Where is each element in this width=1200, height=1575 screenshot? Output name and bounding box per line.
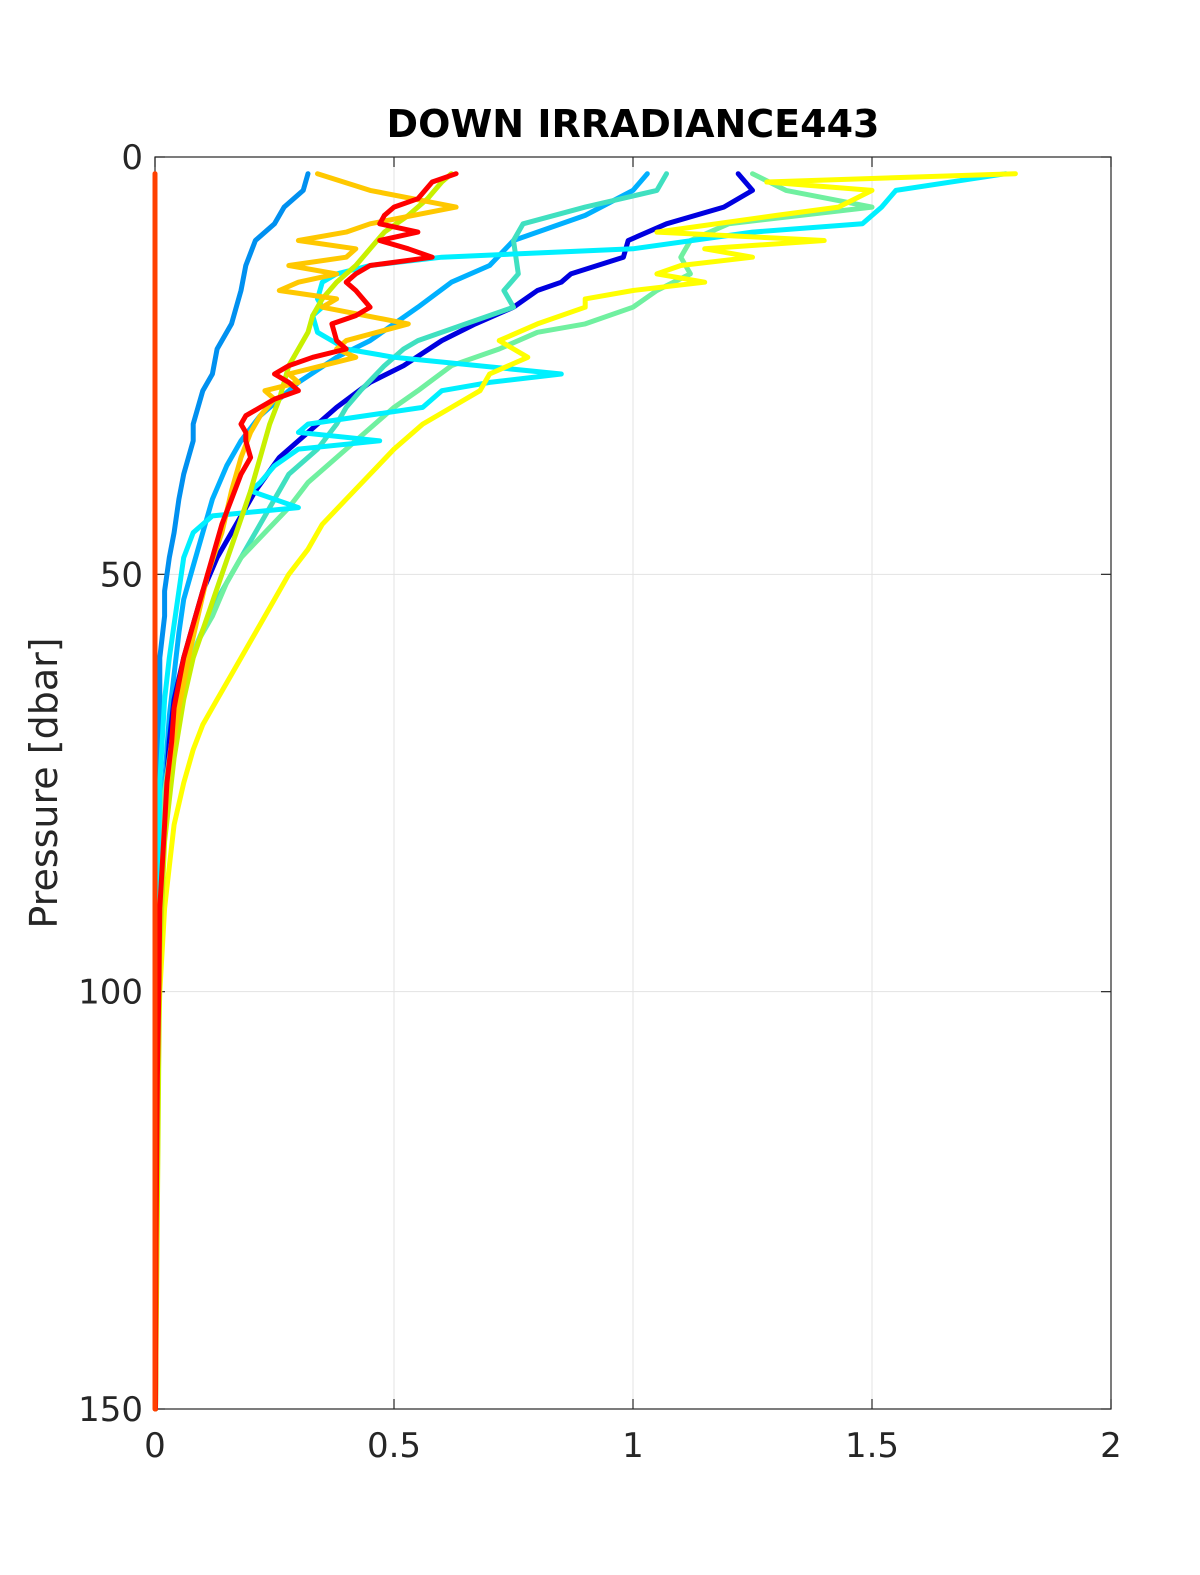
x-tick-label: 0 (144, 1426, 166, 1466)
series-layer (152, 171, 1018, 1412)
x-tick-label: 1.5 (845, 1426, 899, 1466)
x-tick-label: 1 (622, 1426, 644, 1466)
series-line-10 (153, 171, 459, 1412)
tick-marks (154, 156, 1112, 1410)
series-line-6 (153, 171, 1009, 1412)
series-line-1 (153, 171, 311, 1412)
y-tick-label: 100 (78, 973, 143, 1013)
x-tick-label: 0.5 (367, 1426, 421, 1466)
series-line-5 (153, 171, 875, 1412)
chart-title: DOWN IRRADIANCE443 (387, 102, 880, 146)
series-line-3 (153, 171, 755, 1412)
y-tick-label: 150 (78, 1390, 143, 1430)
y-axis-label: Pressure [dbar] (22, 637, 66, 928)
series-line-9 (153, 171, 459, 1412)
y-tick-label: 50 (100, 555, 143, 595)
y-tick-labels: 0 50 100 150 (78, 138, 143, 1430)
x-tick-labels: 0 0.5 1 1.5 2 (144, 1426, 1122, 1466)
series-line-7 (153, 171, 1018, 1412)
y-tick-label: 0 (121, 138, 143, 178)
grid (155, 157, 1111, 1409)
x-tick-label: 2 (1100, 1426, 1122, 1466)
